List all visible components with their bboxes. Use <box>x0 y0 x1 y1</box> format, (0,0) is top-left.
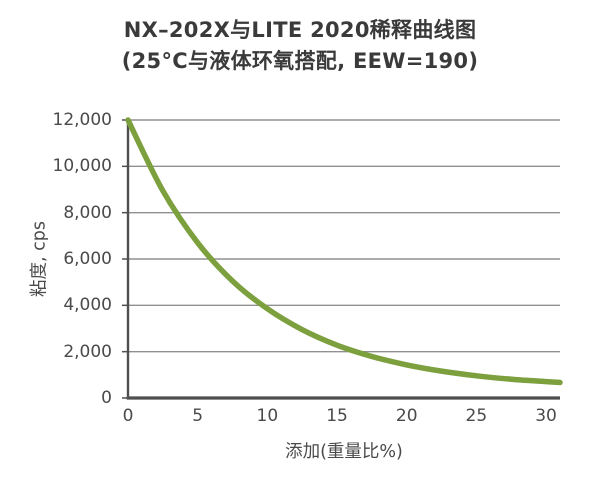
x-tick-label: 5 <box>192 406 204 426</box>
x-tick-label: 20 <box>395 406 418 426</box>
x-tick-label: 10 <box>256 406 279 426</box>
x-axis-title: 添加(重量比%) <box>285 442 403 462</box>
y-tick-label: 10,000 <box>52 156 112 177</box>
x-tick-label: 30 <box>535 406 557 426</box>
y-tick-label: 0 <box>101 388 112 408</box>
x-tick-label: 15 <box>326 406 348 426</box>
chart-title: NX–202X与LITE 2020稀释曲线图 (25°C与液体环氧搭配, EEW… <box>0 15 600 77</box>
y-tick-label: 8,000 <box>63 202 112 223</box>
x-tick-label: 25 <box>465 406 488 426</box>
dilution-curve <box>125 117 563 386</box>
chart-title-line2: (25°C与液体环氧搭配, EEW=190) <box>121 49 479 73</box>
x-tick-label: 0 <box>122 406 134 426</box>
chart-title-line1: NX–202X与LITE 2020稀释曲线图 <box>123 18 477 42</box>
y-tick-label: 4,000 <box>63 295 112 316</box>
y-tick-label: 2,000 <box>63 341 112 362</box>
y-tick-label: 12,000 <box>52 110 112 130</box>
y-tick-label: 6,000 <box>63 249 112 269</box>
